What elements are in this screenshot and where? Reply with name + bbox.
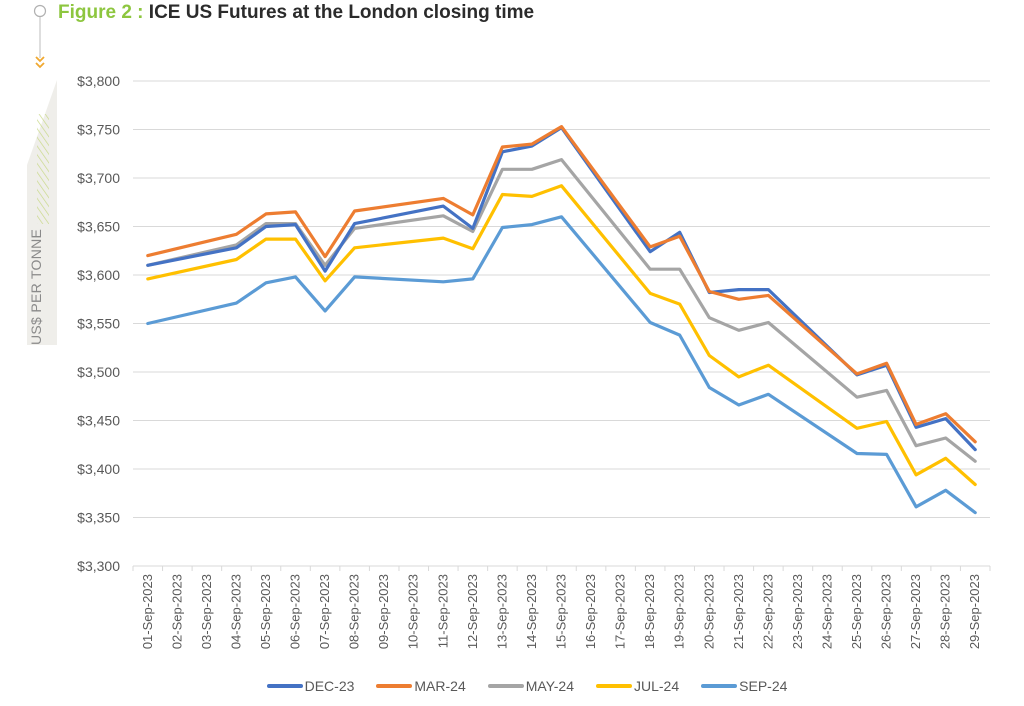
x-tick-label: 06-Sep-2023 <box>288 574 303 649</box>
x-tick-label: 19-Sep-2023 <box>672 574 687 649</box>
x-tick-label: 21-Sep-2023 <box>731 574 746 649</box>
x-tick-label: 07-Sep-2023 <box>317 574 332 649</box>
x-tick-label: 02-Sep-2023 <box>169 574 184 649</box>
x-tick-label: 20-Sep-2023 <box>701 574 716 649</box>
series-line-mar-24 <box>146 124 977 444</box>
series-line-may-24 <box>146 158 977 463</box>
legend-label: MAR-24 <box>414 678 466 694</box>
legend-swatch <box>376 684 413 688</box>
series-line-sep-24 <box>146 215 977 515</box>
legend-label: DEC-23 <box>304 678 355 694</box>
chart-title: ICE US Futures at the London closing tim… <box>148 2 535 23</box>
legend: DEC-23 MAR-24 MAY-24 JUL-24 SEP-24 <box>0 678 1024 694</box>
y-tick-label: $3,350 <box>77 510 120 526</box>
y-tick-label: $3,750 <box>77 122 120 138</box>
x-tick-label: 28-Sep-2023 <box>938 574 953 649</box>
y-tick-label: $3,400 <box>77 461 120 477</box>
legend-item: MAY-24 <box>487 678 574 694</box>
legend-swatch <box>701 684 738 688</box>
x-tick-label: 03-Sep-2023 <box>199 574 214 649</box>
timeline-icon <box>33 4 47 69</box>
x-tick-label: 16-Sep-2023 <box>583 574 598 649</box>
x-tick-label: 18-Sep-2023 <box>642 574 657 649</box>
legend-item: MAR-24 <box>376 678 466 694</box>
legend-label: SEP-24 <box>739 678 788 694</box>
y-tick-label: $3,700 <box>77 170 120 186</box>
legend-item: DEC-23 <box>266 678 355 694</box>
y-axis-ticks: $3,300 $3,350 $3,400 $3,450 $3,500 $3,550 $3,6… <box>77 73 120 574</box>
x-tick-label: 23-Sep-2023 <box>790 574 805 649</box>
legend-swatch <box>487 684 524 688</box>
figure-number: Figure 2 : <box>58 2 144 23</box>
x-tick-label: 22-Sep-2023 <box>760 574 775 649</box>
x-tick-label: 14-Sep-2023 <box>524 574 539 649</box>
y-tick-label: $3,800 <box>77 73 120 89</box>
x-tick-label: 27-Sep-2023 <box>908 574 923 649</box>
x-tick-label: 11-Sep-2023 <box>435 574 450 648</box>
series-line-dec-23 <box>146 125 977 452</box>
x-tick-label: 13-Sep-2023 <box>494 574 509 649</box>
x-tick-label: 09-Sep-2023 <box>376 574 391 649</box>
y-tick-label: $3,600 <box>77 267 120 283</box>
gridlines <box>133 80 990 567</box>
x-tick-label: 17-Sep-2023 <box>613 574 628 649</box>
legend-item: JUL-24 <box>596 678 679 694</box>
legend-label: JUL-24 <box>634 678 680 694</box>
legend-swatch <box>596 684 632 688</box>
x-axis-ticks: 01-Sep-2023 02-Sep-2023 03-Sep-2023 04-Sep-… <box>132 566 991 649</box>
y-tick-label: $3,450 <box>77 413 120 429</box>
x-tick-label: 05-Sep-2023 <box>258 574 273 649</box>
timeline-decoration <box>32 4 48 74</box>
x-tick-label: 12-Sep-2023 <box>465 574 480 649</box>
y-tick-label: $3,650 <box>77 219 120 235</box>
x-tick-label: 29-Sep-2023 <box>967 574 982 649</box>
x-tick-label: 24-Sep-2023 <box>819 574 834 649</box>
x-tick-label: 25-Sep-2023 <box>849 574 864 649</box>
legend-swatch <box>266 684 303 688</box>
legend-label: MAY-24 <box>525 678 574 694</box>
x-tick-label: 01-Sep-2023 <box>140 574 155 649</box>
series-line-jul-24 <box>146 184 977 487</box>
y-tick-label: $3,500 <box>77 364 120 380</box>
x-tick-label: 15-Sep-2023 <box>554 574 569 649</box>
x-tick-label: 26-Sep-2023 <box>879 574 894 649</box>
x-tick-label: 08-Sep-2023 <box>347 574 362 649</box>
x-tick-label: 04-Sep-2023 <box>228 574 243 649</box>
y-tick-label: $3,300 <box>77 558 120 574</box>
y-axis-label-panel <box>27 80 57 345</box>
x-tick-label: 10-Sep-2023 <box>406 574 421 649</box>
figure-title: Figure 2 : ICE US Futures at the London … <box>58 2 534 24</box>
y-tick-label: $3,550 <box>77 316 120 332</box>
legend-item: SEP-24 <box>701 678 787 694</box>
series-lines <box>146 124 977 515</box>
